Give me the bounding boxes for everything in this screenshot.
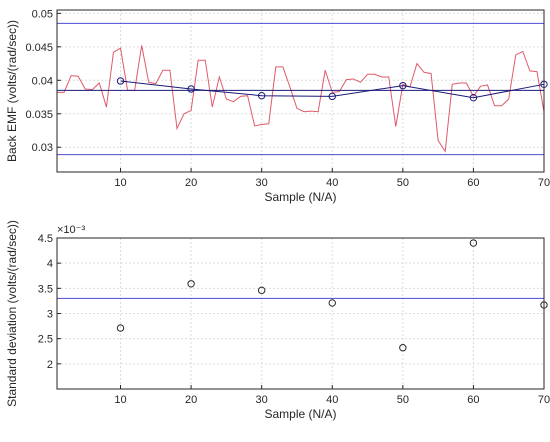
x-tick-label: 60 bbox=[467, 177, 479, 189]
y-axis-label: Standard deviation (volts/(rad/sec)) bbox=[5, 220, 19, 407]
x-tick-label: 10 bbox=[114, 177, 126, 189]
x-tick-label: 20 bbox=[185, 394, 197, 406]
data-point bbox=[187, 280, 195, 288]
series-line bbox=[120, 80, 545, 99]
data-point bbox=[328, 92, 336, 101]
x-tick-label: 50 bbox=[397, 394, 409, 406]
y-tick-label: 4 bbox=[47, 258, 53, 270]
x-tick-label: 20 bbox=[185, 177, 197, 189]
x-axis-label: Sample (N/A) bbox=[264, 407, 336, 421]
x-tick-label: 70 bbox=[538, 394, 550, 406]
x-tick-label: 60 bbox=[467, 394, 479, 406]
data-point bbox=[116, 77, 125, 85]
plot-back-emf: 10 20 30 40 50 60 70 0.03 0.035 0.04 0.045 0.05 Samp… bbox=[5, 8, 550, 204]
series-line bbox=[57, 45, 545, 153]
y-tick-label: 0.05 bbox=[32, 8, 53, 20]
y-tick-label: 0.035 bbox=[25, 109, 53, 121]
x-axis-label: Sample (N/A) bbox=[264, 190, 336, 204]
y-axis-exponent: ×10⁻³ bbox=[57, 224, 85, 236]
y-tick-label: 3 bbox=[47, 309, 53, 321]
y-tick-label: 0.045 bbox=[25, 42, 53, 54]
x-tick-label: 40 bbox=[326, 394, 338, 406]
data-point bbox=[328, 299, 336, 307]
x-tick-label: 10 bbox=[114, 394, 126, 406]
data-point bbox=[187, 85, 195, 93]
y-tick-label: 3.5 bbox=[38, 283, 53, 295]
data-point bbox=[399, 344, 407, 352]
y-axis-label: Back EMF (volts/(rad/sec)) bbox=[5, 20, 19, 162]
data-point bbox=[116, 324, 125, 332]
x-tick-label: 40 bbox=[326, 177, 338, 189]
y-tick-label: 2.5 bbox=[38, 334, 53, 346]
y-tick-label: 4.5 bbox=[38, 233, 53, 245]
x-tick-label: 50 bbox=[397, 177, 409, 189]
data-point bbox=[469, 239, 478, 247]
data-point bbox=[399, 81, 407, 90]
y-tick-label: 0.04 bbox=[32, 75, 53, 87]
data-point bbox=[257, 91, 266, 100]
plot-standard-deviation: 10 20 30 40 50 60 70 2 2.5 3 3.5 4 4.5 Sample (N/A) St… bbox=[5, 220, 550, 421]
axes-frame bbox=[56, 9, 545, 173]
x-tick-label: 30 bbox=[256, 394, 268, 406]
data-point bbox=[257, 286, 266, 295]
data-point bbox=[469, 93, 478, 102]
x-tick-label: 30 bbox=[256, 177, 268, 189]
y-tick-label: 2 bbox=[47, 359, 53, 371]
y-tick-label: 0.03 bbox=[32, 142, 53, 154]
x-tick-label: 70 bbox=[538, 177, 550, 189]
